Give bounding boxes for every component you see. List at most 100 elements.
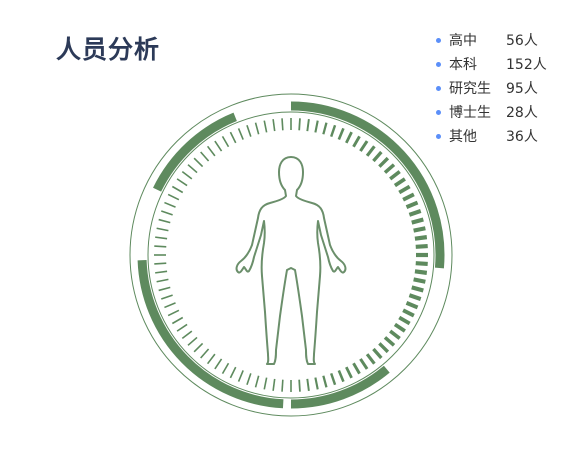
tick-mark	[359, 140, 369, 152]
human-body-icon	[235, 156, 347, 365]
tick-mark	[345, 131, 353, 144]
tick-mark	[214, 140, 223, 152]
tick-mark	[372, 150, 383, 163]
legend: 高中 56人 本科 152人 研究生 95人 博士生 28人 其他 36人	[436, 28, 547, 148]
tick-mark	[156, 227, 169, 232]
tick-mark	[415, 243, 428, 249]
tick-mark	[330, 124, 337, 138]
tick-mark	[389, 170, 401, 181]
tick-mark	[164, 201, 176, 208]
tick-mark	[155, 270, 168, 274]
tick-mark	[181, 330, 193, 340]
tick-mark	[330, 372, 337, 386]
tick-mark	[229, 366, 237, 379]
tick-mark	[378, 156, 390, 168]
outer-arc-segment	[290, 101, 445, 269]
tick-mark	[393, 322, 406, 333]
outer-arc-segment	[290, 365, 390, 409]
legend-value: 28人	[506, 105, 538, 121]
tick-mark	[306, 378, 310, 391]
legend-item: 高中 56人	[436, 28, 547, 52]
tick-mark	[414, 269, 428, 275]
tick-mark	[413, 226, 426, 233]
outer-arc-segment	[153, 112, 237, 192]
tick-mark	[176, 323, 188, 332]
tick-mark	[383, 163, 396, 174]
legend-value: 56人	[506, 33, 538, 49]
tick-mark	[272, 378, 276, 391]
legend-value: 36人	[506, 129, 538, 145]
tick-mark	[187, 336, 198, 346]
legend-dot-icon	[436, 37, 441, 43]
tick-mark	[314, 377, 319, 390]
tick-mark	[206, 353, 216, 365]
tick-mark	[171, 185, 184, 194]
tick-mark	[272, 119, 276, 132]
tick-mark	[414, 235, 428, 241]
tick-mark	[337, 369, 345, 383]
tick-mark	[254, 122, 260, 135]
tick-mark	[298, 118, 301, 131]
page-title: 人员分析	[56, 35, 161, 64]
body-outline	[235, 156, 347, 365]
legend-dot-icon	[436, 109, 441, 115]
tick-mark	[237, 128, 244, 140]
tick-mark	[200, 348, 210, 359]
tick-mark	[154, 262, 167, 265]
tick-mark	[402, 192, 415, 202]
tick-mark	[411, 217, 424, 225]
tick-mark	[281, 118, 284, 131]
legend-dot-icon	[436, 85, 441, 91]
tick-mark	[176, 178, 188, 187]
tick-mark	[402, 308, 415, 318]
outer-thin-ring	[129, 93, 453, 417]
tick-mark	[200, 151, 210, 162]
tick-mark	[164, 302, 176, 309]
legend-dot-icon	[436, 133, 441, 139]
tick-mark	[365, 353, 376, 365]
legend-label: 高中	[449, 33, 477, 49]
tick-mark	[181, 170, 193, 180]
outer-arc-segments	[137, 101, 445, 409]
tick-mark	[337, 127, 345, 141]
tick-mark	[365, 145, 376, 157]
tick-mark	[322, 375, 328, 388]
legend-value: 95人	[506, 81, 538, 97]
tick-mark	[154, 245, 167, 248]
tick-mark	[246, 373, 252, 385]
tick-mark	[383, 336, 396, 347]
tick-mark	[155, 236, 168, 240]
legend-label: 研究生	[449, 81, 491, 97]
tick-mark	[167, 193, 180, 201]
tick-mark	[306, 119, 310, 132]
tick-mark	[415, 261, 428, 267]
inner-thin-ring	[147, 111, 435, 399]
tick-mark	[193, 342, 204, 353]
tick-mark	[206, 145, 216, 157]
tick-mark	[314, 120, 319, 133]
tick-mark	[221, 135, 230, 148]
tick-ring	[154, 118, 428, 392]
tick-mark	[221, 362, 230, 375]
tick-mark	[413, 277, 426, 284]
tick-mark	[156, 278, 169, 283]
tick-mark	[322, 122, 328, 135]
tick-mark	[161, 210, 173, 216]
legend-label: 本科	[449, 57, 477, 73]
legend-item: 本科 152人	[436, 52, 547, 76]
legend-label: 博士生	[449, 105, 491, 121]
tick-mark	[298, 379, 301, 392]
tick-mark	[161, 294, 173, 300]
tick-mark	[345, 366, 353, 379]
tick-mark	[167, 309, 180, 317]
legend-dot-icon	[436, 61, 441, 67]
tick-mark	[214, 358, 223, 370]
legend-label: 其他	[449, 129, 477, 145]
tick-mark	[411, 285, 424, 293]
tick-mark	[171, 316, 184, 325]
legend-item: 研究生 95人	[436, 76, 547, 100]
outer-arc-segment	[137, 260, 284, 409]
tick-mark	[405, 300, 419, 310]
legend-item: 其他 36人	[436, 124, 547, 148]
